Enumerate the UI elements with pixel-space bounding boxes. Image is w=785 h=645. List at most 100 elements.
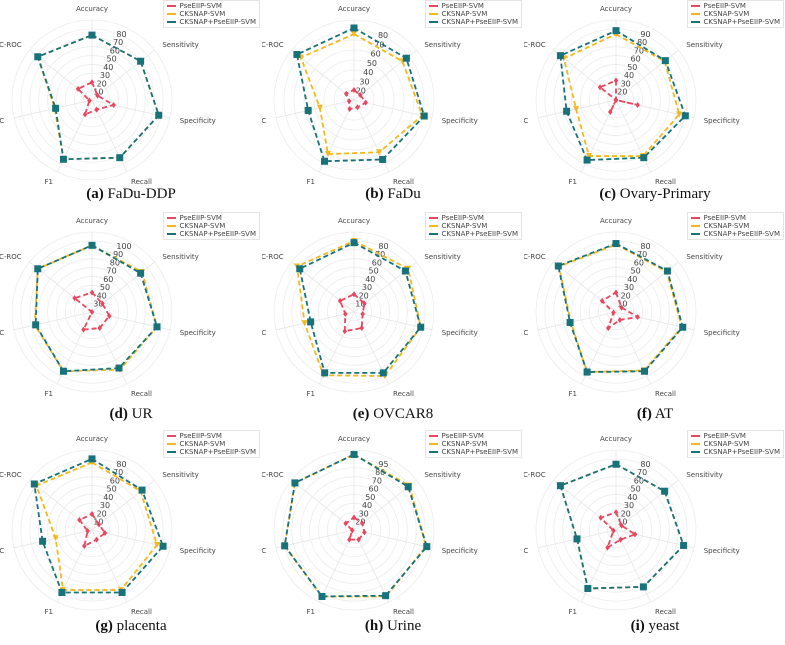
legend-item: PseEIIP-SVM	[167, 214, 256, 222]
data-point-marker	[563, 107, 571, 115]
data-point-marker	[137, 269, 145, 277]
axis-label: Specificity	[442, 329, 478, 337]
data-point-marker	[346, 98, 352, 105]
data-point-marker	[75, 85, 81, 92]
series-line-2	[35, 461, 158, 591]
radial-tick-label: 30	[621, 79, 631, 88]
data-point-marker	[402, 54, 410, 62]
axis-label: Specificity	[704, 547, 740, 555]
panel-caption: (b) FaDu	[262, 186, 524, 203]
axis-label: F1	[568, 608, 576, 616]
data-point-marker	[632, 531, 638, 538]
data-point-marker	[401, 267, 409, 275]
series-line-1	[72, 291, 111, 331]
legend-item: PseEIIP-SVM	[167, 2, 256, 10]
grid-spoke	[275, 311, 355, 331]
axis-label: Recall	[131, 178, 152, 186]
caption-letter: (i)	[630, 618, 645, 634]
legend-item: CKSNAP-SVM	[167, 10, 256, 18]
data-point-marker	[296, 265, 304, 273]
legend-label: PseEIIP-SVM	[441, 432, 484, 440]
radial-tick-label: 50	[368, 267, 378, 276]
panel-caption: (c) Ovary-Primary	[524, 186, 785, 203]
series-line-2	[33, 244, 158, 373]
legend-swatch-icon	[429, 217, 439, 219]
legend-swatch-icon	[691, 217, 701, 219]
data-point-marker	[115, 364, 123, 372]
data-point-marker	[87, 97, 92, 104]
chart-legend: PseEIIP-SVM CKSNAP-SVM CKSNAP+PseEIIP-SVM	[687, 430, 784, 458]
caption-letter: (f)	[636, 406, 652, 422]
radial-tick-label: 60	[110, 476, 120, 485]
legend-swatch-icon	[167, 5, 177, 7]
data-point-marker	[88, 241, 96, 249]
radial-tick-label: 50	[106, 485, 116, 494]
data-point-marker	[417, 323, 425, 331]
data-point-marker	[618, 536, 623, 543]
data-point-marker	[316, 104, 323, 111]
radial-tick-label: 40	[363, 68, 373, 77]
radial-tick-label: 20	[356, 87, 366, 96]
legend-swatch-icon	[429, 233, 439, 235]
legend-item: CKSNAP+PseEIIP-SVM	[429, 18, 518, 26]
radial-tick-label: 10	[617, 518, 627, 527]
radial-tick-label: 40	[624, 71, 634, 80]
legend-item: CKSNAP+PseEIIP-SVM	[429, 230, 518, 238]
caption-title: FaDu	[387, 186, 421, 202]
grid-spoke	[13, 311, 93, 331]
legend-label: CKSNAP+PseEIIP-SVM	[441, 230, 518, 238]
radar-panel-g: 1020304050607080AccuracySensitivitySpeci…	[0, 430, 262, 645]
data-point-marker	[337, 297, 343, 304]
legend-label: CKSNAP-SVM	[703, 440, 750, 448]
data-point-marker	[607, 109, 613, 116]
chart-legend: PseEIIP-SVM CKSNAP-SVM CKSNAP+PseEIIP-SVM	[163, 0, 260, 28]
data-point-marker	[586, 153, 593, 160]
chart-legend: PseEIIP-SVM CKSNAP-SVM CKSNAP+PseEIIP-SVM	[425, 0, 522, 28]
radial-tick-label: 80	[637, 38, 647, 47]
legend-label: PseEIIP-SVM	[441, 214, 484, 222]
radial-tick-label: 70	[106, 267, 116, 276]
series-line-1	[338, 293, 366, 333]
legend-label: CKSNAP+PseEIIP-SVM	[703, 18, 780, 26]
data-point-marker	[89, 289, 95, 296]
data-point-marker	[554, 262, 562, 270]
legend-swatch-icon	[429, 5, 439, 7]
data-point-marker	[293, 50, 301, 58]
radial-tick-label: 80	[378, 242, 388, 251]
data-point-marker	[566, 318, 574, 326]
panel-caption: (a) FaDu-DDP	[0, 186, 262, 203]
legend-item: CKSNAP-SVM	[429, 222, 518, 230]
caption-letter: (a)	[86, 186, 104, 202]
data-point-marker	[59, 367, 67, 375]
legend-item: CKSNAP+PseEIIP-SVM	[167, 230, 256, 238]
data-point-marker	[58, 588, 66, 596]
panel-caption: (d) UR	[0, 406, 262, 423]
data-point-marker	[573, 535, 581, 543]
legend-label: CKSNAP-SVM	[441, 222, 488, 230]
data-point-marker	[355, 104, 360, 111]
legend-swatch-icon	[691, 443, 701, 445]
legend-label: CKSNAP+PseEIIP-SVM	[703, 448, 780, 456]
data-point-marker	[342, 328, 347, 335]
series-line-3	[33, 457, 165, 594]
data-point-marker	[597, 84, 603, 91]
radial-tick-label: 90	[113, 250, 123, 259]
radial-tick-label: 10	[617, 300, 627, 309]
legend-label: CKSNAP-SVM	[179, 222, 226, 230]
radial-tick-label: 60	[634, 258, 644, 267]
legend-label: PseEIIP-SVM	[703, 432, 746, 440]
data-point-marker	[88, 455, 96, 463]
grid-spoke	[291, 479, 355, 531]
radial-tick-label: 70	[113, 38, 123, 47]
caption-title: yeast	[648, 618, 680, 634]
data-point-marker	[584, 584, 592, 592]
legend-item: CKSNAP+PseEIIP-SVM	[167, 448, 256, 456]
legend-swatch-icon	[691, 435, 701, 437]
legend-item: CKSNAP+PseEIIP-SVM	[167, 18, 256, 26]
axis-label: AUC-ROC	[0, 41, 22, 49]
data-point-marker	[681, 112, 689, 120]
radial-tick-label: 20	[617, 88, 627, 97]
legend-swatch-icon	[429, 435, 439, 437]
